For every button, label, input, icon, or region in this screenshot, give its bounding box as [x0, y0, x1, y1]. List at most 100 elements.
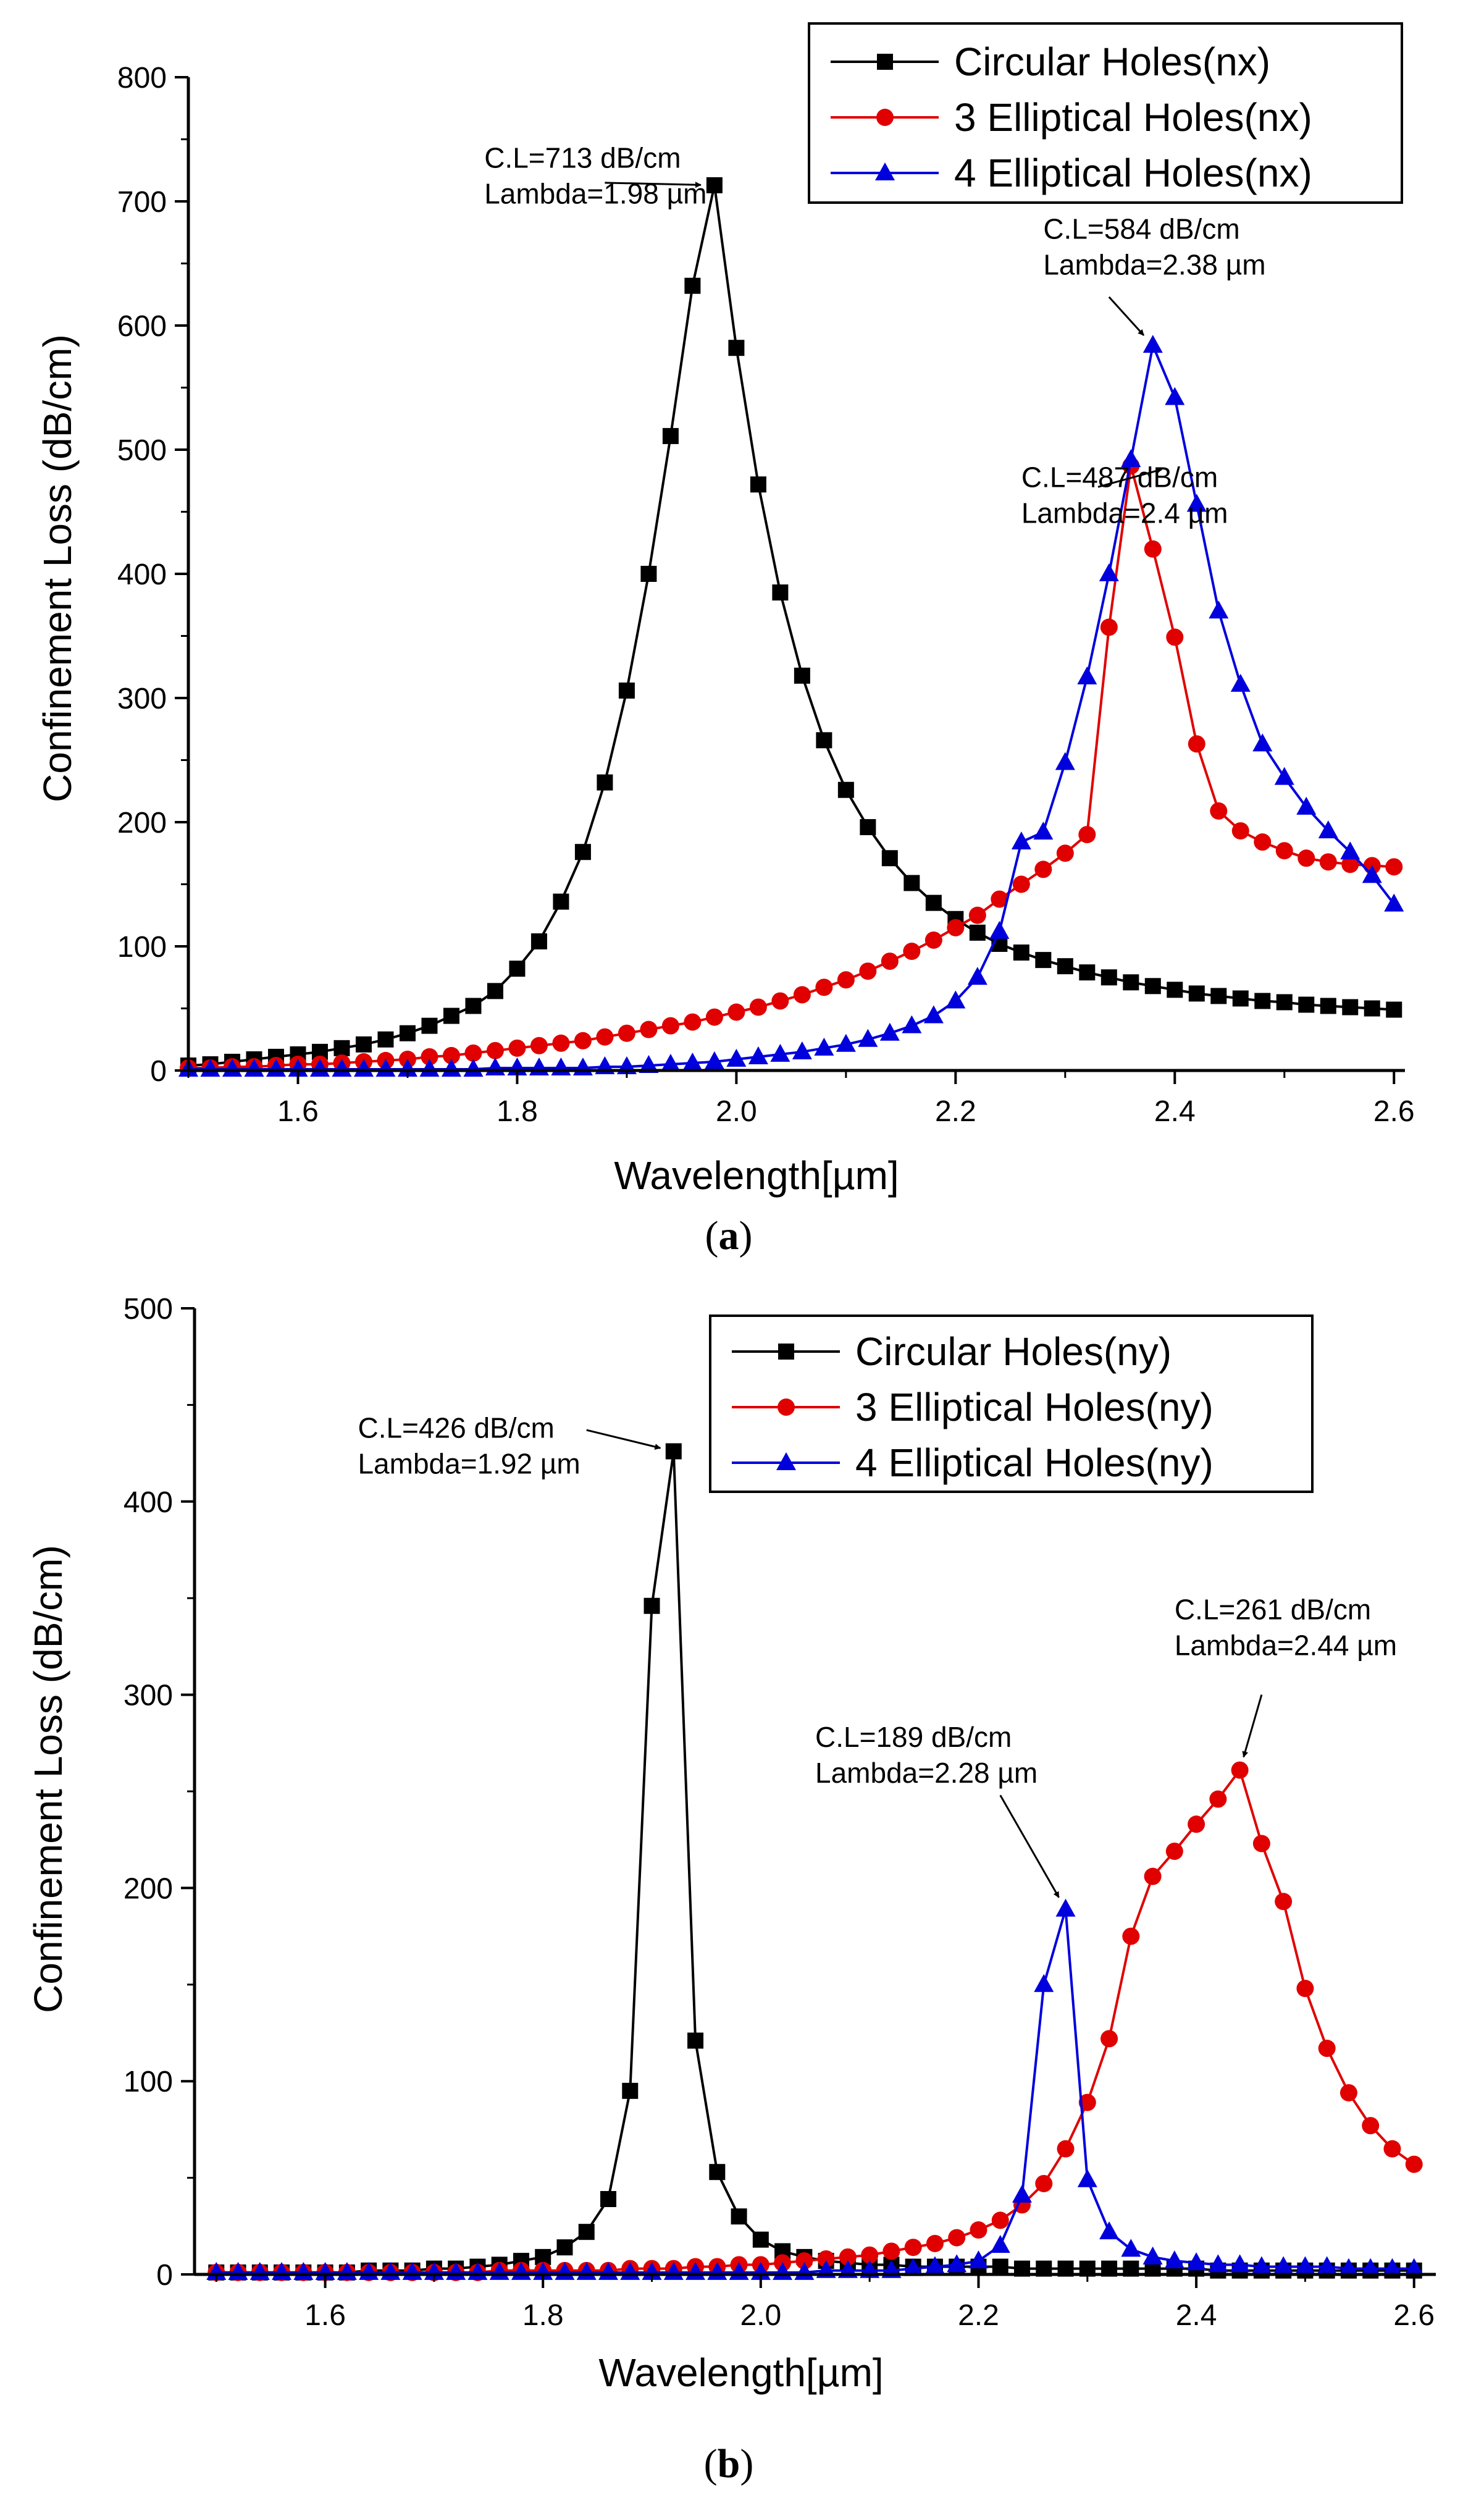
- panel-a-series-0-point: [1342, 999, 1359, 1016]
- panel-a-y-tick-label: 800: [117, 62, 167, 95]
- panel-a-series-0-point: [706, 177, 723, 193]
- panel-a-series-2-point: [375, 1058, 396, 1077]
- panel-b-series-1: [208, 1761, 1423, 2281]
- panel-a-series-2-point: [309, 1058, 330, 1077]
- panel-a-series-layer: [178, 177, 1404, 1077]
- panel-a-legend-marker: [875, 162, 895, 180]
- panel-a-series-1-point: [991, 890, 1008, 908]
- panel-a-series-1-point: [947, 919, 965, 936]
- panel-b-series-0-point: [687, 2032, 704, 2049]
- panel-a-legend-label: 4 Elliptical Holes(nx): [954, 151, 1312, 195]
- panel-a-series-0-point: [1254, 993, 1271, 1009]
- panel-a-series-0-point: [333, 1040, 350, 1056]
- panel-a-series-2-point: [879, 1022, 900, 1041]
- panel-b-series-1-point: [948, 2229, 966, 2247]
- panel-b-series-1-point: [1165, 1842, 1183, 1860]
- panel-b-series-1-line: [216, 1767, 1415, 2274]
- panel-b-annotation-lambda: Lambda=1.92 µm: [358, 1448, 580, 1480]
- panel-a-series-2-point: [1077, 666, 1097, 684]
- panel-a-series-2-point: [858, 1028, 878, 1047]
- panel-a-series-0-point: [1123, 974, 1139, 991]
- panel-b-series-0-point: [709, 2164, 726, 2181]
- panel-a-series-0-point: [903, 875, 920, 891]
- panel-a-annotations: C.L=713 dB/cm Lambda=1.98 µm C.L=584 dB/cm…: [484, 142, 1265, 529]
- panel-a-annotation-lambda: Lambda=2.4 µm: [1021, 497, 1228, 529]
- panel-b-annotation-value: C.L=426 dB/cm: [358, 1412, 554, 1444]
- panel-b-series-0-point: [622, 2082, 639, 2099]
- panel-a-legend-label: Circular Holes(nx): [954, 40, 1270, 84]
- panel-b-caption: (b): [704, 2441, 754, 2486]
- panel-a-series-1-point: [464, 1044, 482, 1062]
- panel-a-series-0-point: [377, 1031, 394, 1048]
- panel-a-series-2-point: [441, 1058, 461, 1077]
- panel-a-series-2-line: [188, 341, 1395, 1070]
- panel-a-series-1-line: [188, 465, 1394, 1069]
- panel-a-series-1-point: [552, 1034, 570, 1052]
- panel-a-series-2-point: [529, 1057, 549, 1075]
- panel-a-series-1-point: [530, 1037, 548, 1054]
- panel-b-series-1-point: [1339, 2084, 1357, 2101]
- panel-a-annotation-value: C.L=487 dB/cm: [1021, 461, 1218, 493]
- panel-b-series-2-point: [990, 2235, 1010, 2253]
- panel-a-series-0-point: [530, 933, 547, 949]
- panel-b-series-2-point: [1382, 2258, 1402, 2276]
- panel-b-legend-item-0: Circular Holes(ny): [732, 1329, 1172, 1374]
- panel-a-legend-item-1: 3 Elliptical Holes(nx): [831, 95, 1312, 140]
- panel-b-series-2: [206, 1898, 1424, 2280]
- panel-a-series-0-point: [1079, 964, 1096, 981]
- panel-a-series-2-point: [1011, 831, 1031, 850]
- panel-a-series-2-point: [1186, 494, 1207, 512]
- panel-b-annotation-lambda: Lambda=2.28 µm: [815, 1757, 1038, 1789]
- panel-a-series-2-point: [1384, 893, 1404, 912]
- panel-a-y-tick-label: 500: [117, 434, 167, 467]
- panel-b-series-1-point: [1275, 1893, 1293, 1911]
- panel-a-series-2-point: [419, 1058, 440, 1077]
- panel-a-series-1-point: [421, 1048, 438, 1066]
- panel-a-series-0-point: [355, 1036, 372, 1053]
- panel-a-series-2-point: [1099, 563, 1119, 581]
- panel-a-series-1-point: [1056, 844, 1074, 862]
- panel-a-legend-marker: [876, 109, 894, 126]
- panel-b-series-1-point: [991, 2211, 1009, 2229]
- panel-b-series-1-point: [1383, 2140, 1401, 2158]
- panel-a-x-axis-title: Wavelength[µm]: [614, 1153, 899, 1198]
- panel-b-y-tick-label: 200: [124, 1872, 173, 1905]
- panel-a-series-1-point: [1297, 849, 1315, 867]
- panel-b-legend: Circular Holes(ny) 3 Elliptical Holes(ny)…: [709, 1314, 1314, 1493]
- panel-a-series-0-point: [399, 1025, 416, 1041]
- panel-a-series-0-point: [1144, 978, 1161, 995]
- panel-a-series-2-point: [1121, 449, 1141, 468]
- panel-a-series-1-point: [749, 998, 767, 1016]
- panel-a-series-0-point: [684, 277, 701, 294]
- panel-b-series-1-point: [817, 2250, 835, 2268]
- panel-b-series-2-point: [924, 2256, 945, 2274]
- panel-a-series-0-point: [794, 667, 810, 684]
- panel-a-series-0-point: [1100, 969, 1117, 986]
- panel-a-series-2-point: [660, 1053, 681, 1072]
- panel-b-series-2-point: [1186, 2252, 1207, 2271]
- panel-a-series-2-point: [902, 1015, 922, 1033]
- panel-b-y-tick-label: 0: [156, 2259, 173, 2292]
- panel-a-series-2-point: [989, 920, 1010, 939]
- panel-b-series-1-point: [1057, 2140, 1075, 2158]
- panel-a-series-2-point: [200, 1058, 220, 1077]
- panel-b-series-1-point: [1188, 1815, 1205, 1833]
- panel-a-legend-item-0: Circular Holes(nx): [831, 40, 1270, 84]
- panel-b-annotation-1: C.L=189 dB/cm Lambda=2.28 µm: [815, 1721, 1060, 1898]
- panel-b-series-0-point: [992, 2258, 1008, 2275]
- panel-a-tick-labels: 1.6 1.8 2.0 2.2 2.4 2.6 0 100 200 300 400 500 600 700…: [117, 62, 1415, 1128]
- panel-b-series-0-point: [731, 2208, 747, 2225]
- panel-a-chart: 1.6 1.8 2.0 2.2 2.4 2.6 0 100 200 300 400 500 600 700…: [35, 22, 1415, 1258]
- panel-b-annotation-value: C.L=261 dB/cm: [1175, 1594, 1371, 1626]
- panel-b-x-tick-label: 1.8: [522, 2299, 564, 2332]
- panel-a-x-tick-label: 1.8: [497, 1095, 538, 1128]
- panel-b-series-2-point: [1034, 1974, 1054, 1992]
- panel-a-x-tick-label: 2.6: [1373, 1095, 1415, 1128]
- panel-a-series-1-point: [727, 1003, 745, 1021]
- panel-a-series-1-point: [684, 1013, 702, 1031]
- panel-a-y-tick-label: 600: [117, 310, 167, 343]
- panel-a-series-2-point: [244, 1058, 264, 1077]
- panel-a-x-tick-label: 2.0: [716, 1095, 757, 1128]
- panel-b-series-layer: [206, 1443, 1424, 2281]
- panel-b-x-axis-title: Wavelength[µm]: [598, 2350, 883, 2395]
